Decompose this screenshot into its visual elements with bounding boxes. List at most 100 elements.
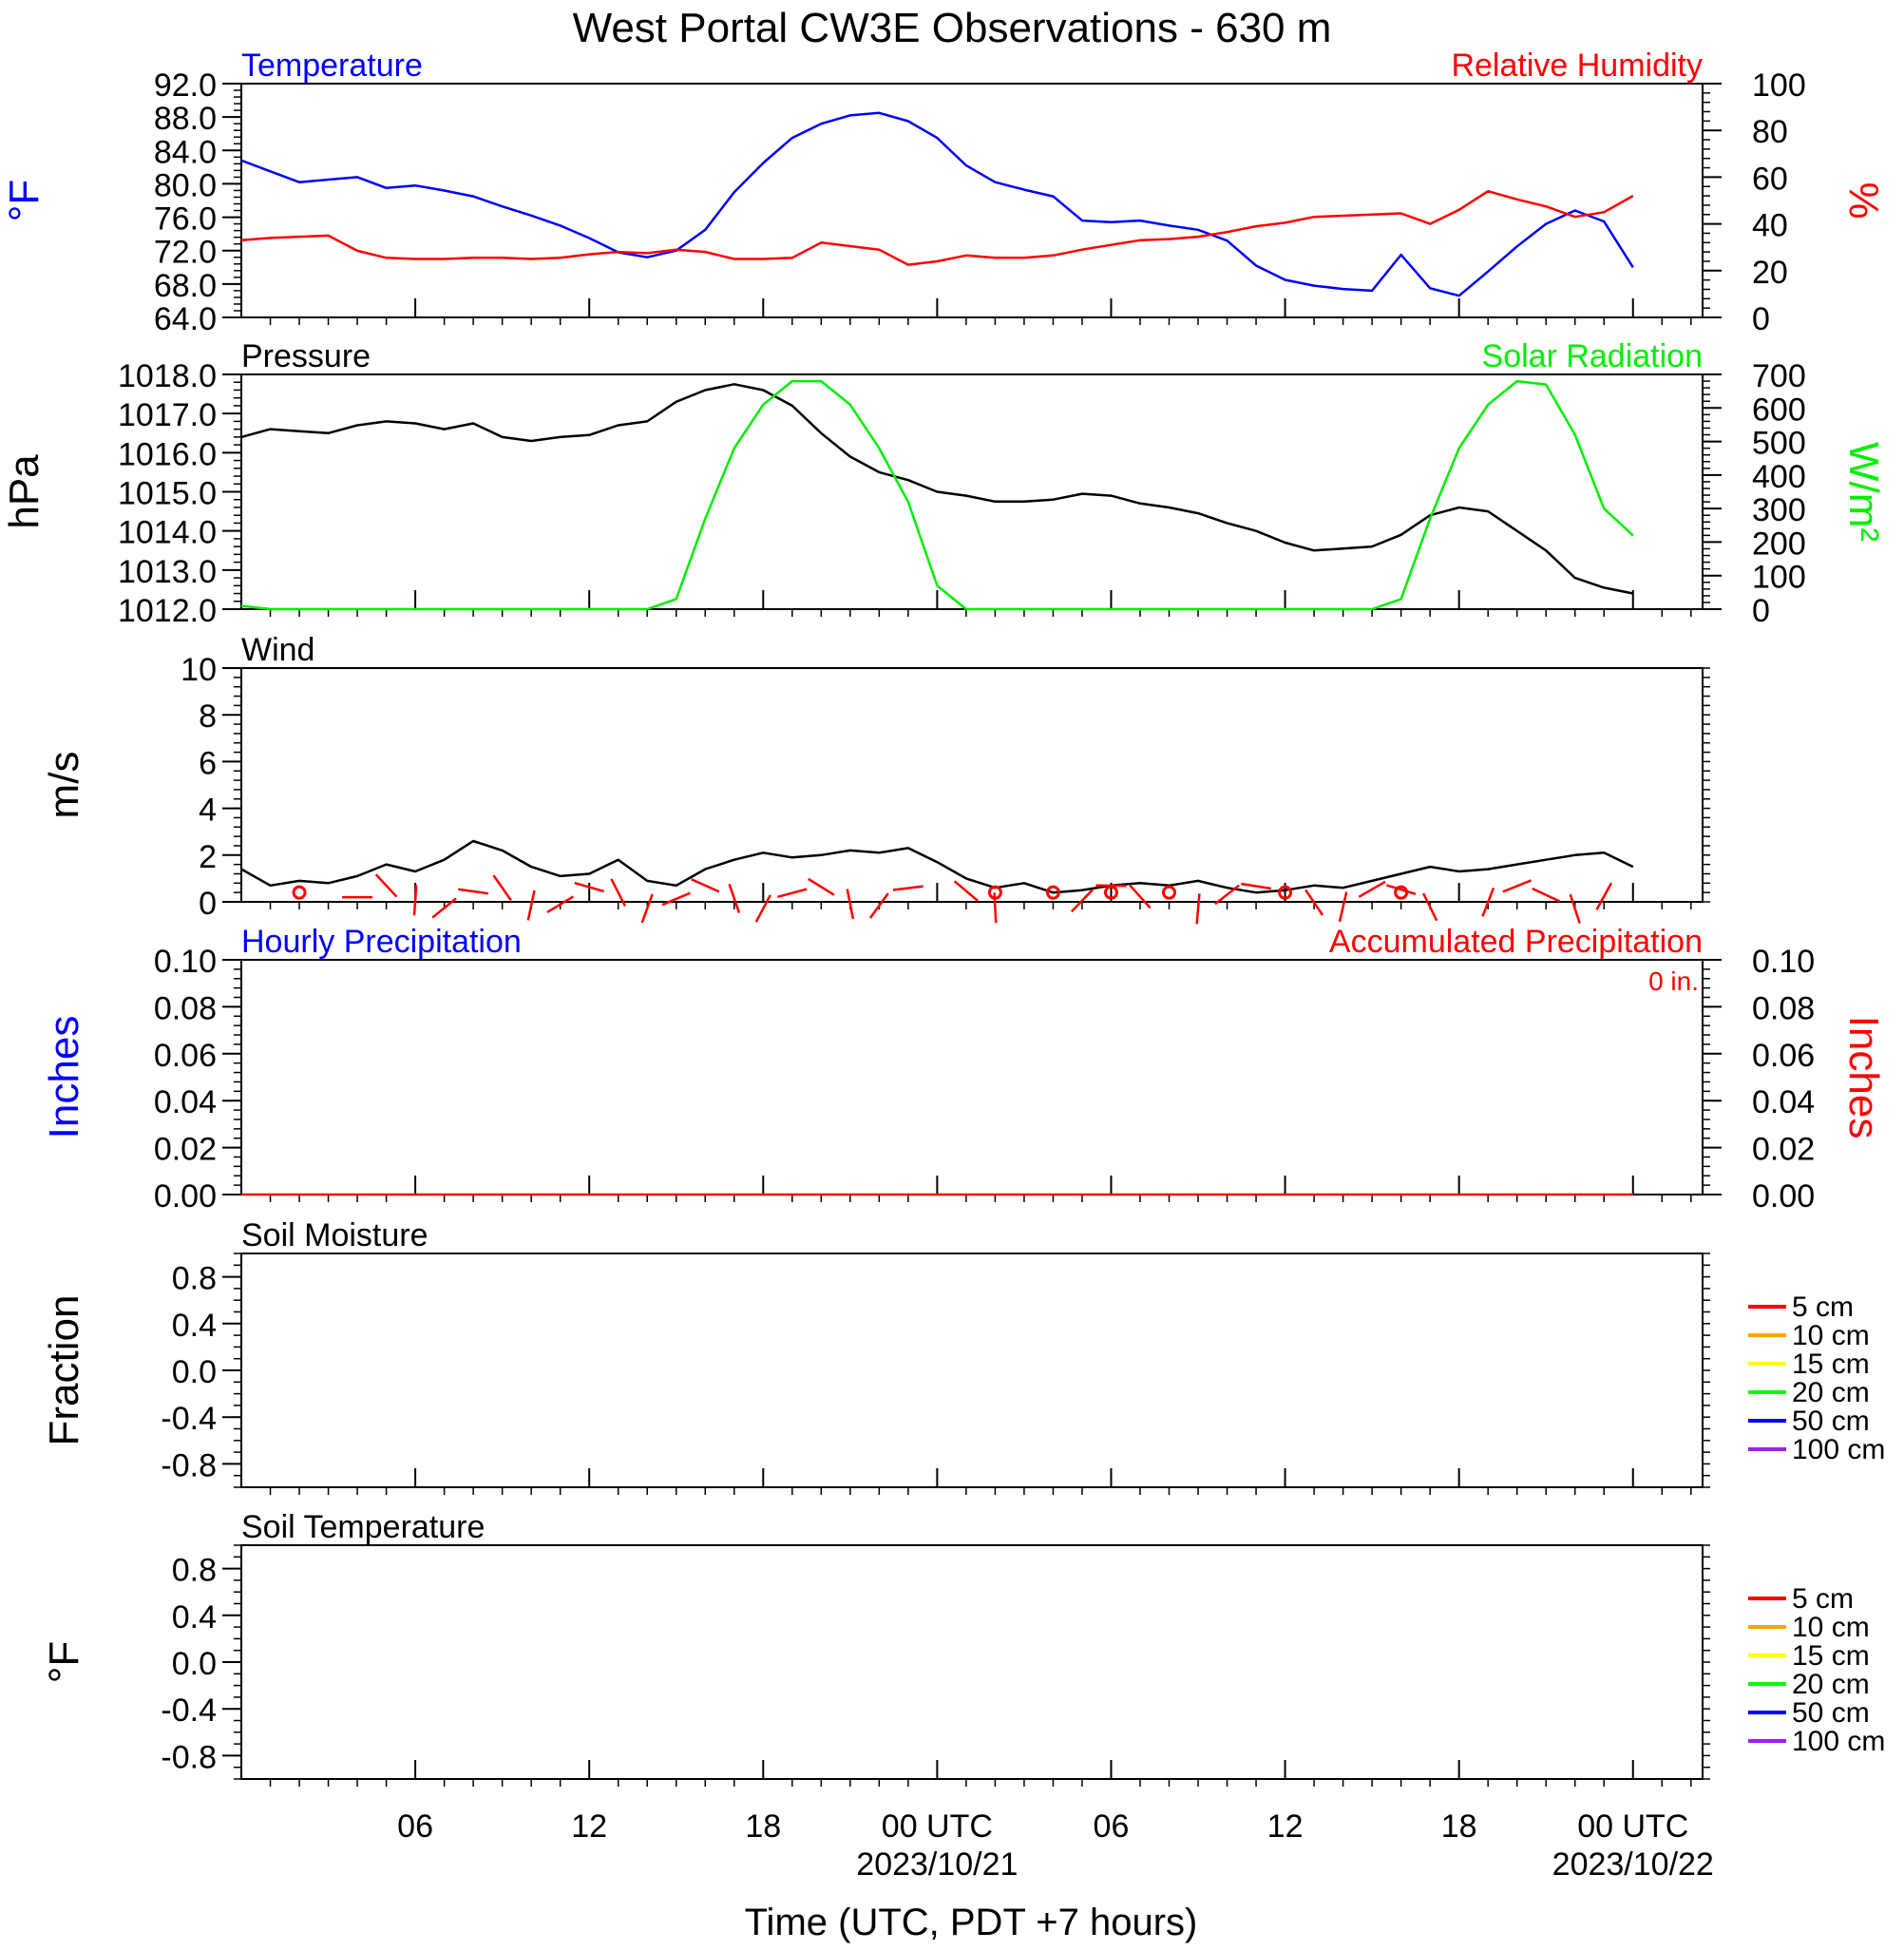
x-tick-label: 18 xyxy=(1441,1808,1477,1845)
accumulated-total: 0 in. xyxy=(1648,966,1699,996)
y-tick-label: 68.0 xyxy=(154,268,217,304)
wind-barb xyxy=(1304,889,1324,916)
legend-label: 50 cm xyxy=(1792,1406,1870,1437)
wind-barb xyxy=(1422,892,1438,922)
calm-wind-marker xyxy=(1278,885,1293,900)
y-tick-label: 0.0 xyxy=(172,1354,217,1390)
y-tick-label: 0.10 xyxy=(154,944,217,980)
y2-tick-label: 600 xyxy=(1752,392,1806,428)
legend-label: 15 cm xyxy=(1792,1640,1870,1672)
panel-soil-moisture: 0.8 0.4 0.0 -0.4 -0.8 Soil Moisture Fraction 5 … xyxy=(41,1217,1885,1495)
calm-wind-marker xyxy=(987,885,1002,900)
y-tick-label: 1017.0 xyxy=(118,397,217,433)
panel-title: Hourly Precipitation xyxy=(241,924,522,960)
y2-tick-label: 0.08 xyxy=(1752,990,1815,1026)
y-axis-title: °F xyxy=(41,1641,87,1683)
x-tick-label: 12 xyxy=(1267,1808,1304,1845)
wind-barb xyxy=(1569,893,1581,924)
wind-barb xyxy=(777,888,808,899)
y-tick-label: 1014.0 xyxy=(118,515,217,551)
y2-tick-label: 0.00 xyxy=(1752,1178,1815,1215)
y2-tick-label: 200 xyxy=(1752,526,1806,562)
y-tick-label: -0.8 xyxy=(161,1739,217,1775)
panel-precipitation: 0.10 0.08 0.06 0.04 0.02 0.00 0.10 0.08 0.06 0.04… xyxy=(41,924,1887,1215)
y-axis-title: Inches xyxy=(41,1016,87,1139)
panel-right-title: Accumulated Precipitation xyxy=(1329,924,1703,960)
wind-barb xyxy=(526,889,536,921)
y2-tick-label: 400 xyxy=(1752,459,1806,495)
legend-label: 10 cm xyxy=(1792,1320,1870,1351)
wind-barb xyxy=(546,895,575,913)
y2-axis-title: W/m² xyxy=(1840,442,1887,542)
plot-frame xyxy=(240,83,1704,318)
calm-wind-marker xyxy=(1045,885,1060,900)
y-tick-label: 0.06 xyxy=(154,1038,217,1074)
x-tick-date: 2023/10/22 xyxy=(1552,1846,1714,1883)
y-tick-label: 0.8 xyxy=(172,1261,217,1297)
wind-barb xyxy=(754,894,771,923)
x-axis-title: Time (UTC, PDT +7 hours) xyxy=(745,1902,1198,1943)
wind-barb xyxy=(1385,884,1417,895)
legend-label: 100 cm xyxy=(1792,1726,1885,1757)
wind-barb xyxy=(728,883,741,913)
legend-label: 5 cm xyxy=(1792,1291,1854,1323)
y-tick-label: 10 xyxy=(181,652,217,688)
wind-barb xyxy=(868,892,889,919)
y-tick-label: 0 xyxy=(199,886,217,922)
wind-barb xyxy=(574,881,604,893)
panel-title: Wind xyxy=(241,632,314,668)
y-tick-label: 72.0 xyxy=(154,235,217,271)
y-axis-title: Fraction xyxy=(41,1295,87,1446)
y-tick-label: 2 xyxy=(199,839,217,875)
calm-wind-marker xyxy=(1103,885,1118,900)
y2-axis-title: Inches xyxy=(1840,1016,1887,1139)
y2-tick-label: 20 xyxy=(1752,255,1788,291)
wind-barb xyxy=(1070,889,1094,913)
wind-barb xyxy=(1129,884,1152,909)
wind-barb xyxy=(953,880,979,902)
wind-barb xyxy=(1195,893,1201,925)
wind-barb xyxy=(1214,884,1240,906)
y2-tick-label: 40 xyxy=(1752,208,1788,244)
panel-title: Temperature xyxy=(241,48,423,84)
y-tick-label: 1015.0 xyxy=(118,476,217,512)
calm-wind-marker xyxy=(1162,885,1177,900)
y-tick-label: 1016.0 xyxy=(118,436,217,472)
y2-axis-title: % xyxy=(1840,182,1887,219)
y2-tick-label: 0.06 xyxy=(1752,1038,1815,1074)
x-tick-date: 2023/10/21 xyxy=(856,1846,1018,1883)
y-tick-label: 0.4 xyxy=(172,1308,217,1344)
x-tick-label: 00 UTC xyxy=(1577,1808,1688,1845)
wind-barb xyxy=(1358,880,1386,898)
y2-tick-label: 80 xyxy=(1752,114,1788,150)
x-tick-label: 06 xyxy=(1094,1808,1130,1845)
x-tick-label: 18 xyxy=(745,1808,781,1845)
plot-frame xyxy=(240,667,1704,903)
wind-barb xyxy=(808,877,835,896)
y2-tick-label: 0.02 xyxy=(1752,1132,1815,1168)
y-tick-label: 4 xyxy=(199,793,217,829)
wind-barb xyxy=(640,893,654,924)
wind-barb xyxy=(1338,891,1348,923)
wind-barb xyxy=(412,885,418,916)
wind-barb xyxy=(1481,888,1495,917)
panel-title: Soil Temperature xyxy=(241,1509,485,1545)
panel-title: Soil Moisture xyxy=(241,1217,428,1253)
calm-wind-marker xyxy=(292,885,307,900)
y-tick-label: -0.8 xyxy=(161,1447,217,1483)
panel-right-title: Relative Humidity xyxy=(1451,48,1703,84)
wind-barb xyxy=(1595,882,1613,910)
y2-tick-label: 60 xyxy=(1752,161,1788,197)
y-tick-label: 0.04 xyxy=(154,1084,217,1120)
wind-barb xyxy=(374,873,398,898)
wind-barb xyxy=(1241,882,1272,890)
wind-barb xyxy=(610,878,627,908)
panel-right-title: Solar Radiation xyxy=(1482,338,1703,374)
x-tick-label: 00 UTC xyxy=(882,1808,993,1845)
y-tick-label: 0.08 xyxy=(154,990,217,1026)
wind-barb xyxy=(846,889,855,920)
y2-tick-label: 500 xyxy=(1752,426,1806,462)
